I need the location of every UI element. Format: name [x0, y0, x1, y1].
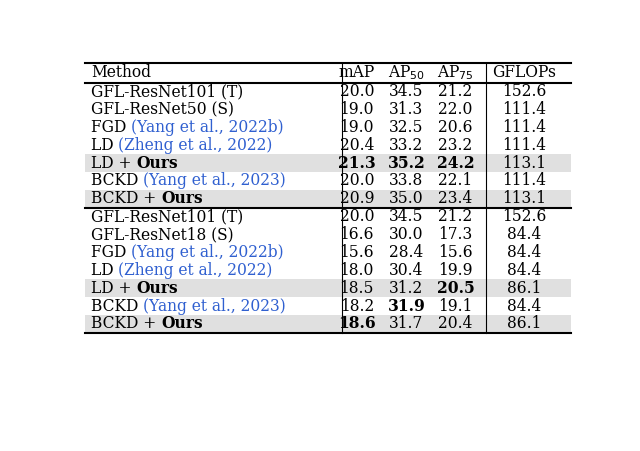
Text: 33.2: 33.2: [389, 137, 424, 154]
Text: 28.4: 28.4: [389, 244, 424, 261]
Text: 20.0: 20.0: [339, 83, 374, 100]
Text: 15.6: 15.6: [438, 244, 473, 261]
Text: 18.6: 18.6: [338, 316, 376, 332]
Text: 152.6: 152.6: [502, 83, 546, 100]
Text: 22.0: 22.0: [438, 101, 473, 118]
Text: GFL-ResNet50 (S): GFL-ResNet50 (S): [91, 101, 234, 118]
Text: Method: Method: [91, 64, 151, 81]
Text: 111.4: 111.4: [502, 172, 546, 189]
Text: FGD: FGD: [91, 244, 131, 261]
Text: 18.5: 18.5: [339, 280, 374, 297]
Text: 33.8: 33.8: [389, 172, 424, 189]
Text: LD: LD: [91, 262, 118, 279]
Text: 113.1: 113.1: [502, 190, 546, 207]
Text: 18.2: 18.2: [340, 298, 374, 315]
Text: 31.2: 31.2: [389, 280, 424, 297]
Text: 19.9: 19.9: [438, 262, 473, 279]
Text: AP$_{50}$: AP$_{50}$: [388, 63, 425, 82]
Text: 32.5: 32.5: [389, 119, 424, 136]
Text: 31.3: 31.3: [389, 101, 424, 118]
Text: 86.1: 86.1: [507, 316, 541, 332]
Text: 84.4: 84.4: [507, 298, 541, 315]
Text: 152.6: 152.6: [502, 208, 546, 225]
Bar: [85, 279, 571, 297]
Bar: [85, 190, 571, 208]
Text: GFL-ResNet101 (T): GFL-ResNet101 (T): [91, 208, 243, 225]
Text: 21.2: 21.2: [438, 208, 472, 225]
Text: (Yang et al., 2022b): (Yang et al., 2022b): [131, 119, 284, 136]
Text: Ours: Ours: [161, 190, 203, 207]
Bar: [85, 154, 571, 172]
Text: 20.6: 20.6: [438, 119, 473, 136]
Text: 19.1: 19.1: [438, 298, 473, 315]
Text: 19.0: 19.0: [339, 119, 374, 136]
Text: 20.0: 20.0: [339, 208, 374, 225]
Text: 21.3: 21.3: [338, 155, 376, 171]
Text: 30.4: 30.4: [389, 262, 424, 279]
Text: 23.4: 23.4: [438, 190, 472, 207]
Text: 21.2: 21.2: [438, 83, 472, 100]
Text: 19.0: 19.0: [339, 101, 374, 118]
Text: BCKD: BCKD: [91, 172, 143, 189]
Text: 111.4: 111.4: [502, 119, 546, 136]
Text: 111.4: 111.4: [502, 101, 546, 118]
Text: 84.4: 84.4: [507, 226, 541, 243]
Text: 16.6: 16.6: [339, 226, 374, 243]
Text: 17.3: 17.3: [438, 226, 472, 243]
Text: GFLOPs: GFLOPs: [492, 64, 556, 81]
Text: 22.1: 22.1: [438, 172, 472, 189]
Text: 15.6: 15.6: [339, 244, 374, 261]
Text: 20.9: 20.9: [339, 190, 374, 207]
Text: mAP: mAP: [339, 64, 375, 81]
Bar: [85, 315, 571, 333]
Text: FGD: FGD: [91, 119, 131, 136]
Text: LD: LD: [91, 137, 118, 154]
Text: GFL-ResNet18 (S): GFL-ResNet18 (S): [91, 226, 234, 243]
Text: GFL-ResNet101 (T): GFL-ResNet101 (T): [91, 83, 243, 100]
Text: 24.2: 24.2: [436, 155, 474, 171]
Text: 20.5: 20.5: [436, 280, 474, 297]
Text: (Yang et al., 2023): (Yang et al., 2023): [143, 172, 286, 189]
Text: Ours: Ours: [136, 155, 178, 171]
Text: 34.5: 34.5: [389, 208, 424, 225]
Text: (Zheng et al., 2022): (Zheng et al., 2022): [118, 137, 273, 154]
Text: 35.2: 35.2: [387, 155, 425, 171]
Text: BCKD: BCKD: [91, 298, 143, 315]
Text: 31.7: 31.7: [389, 316, 424, 332]
Text: 84.4: 84.4: [507, 262, 541, 279]
Text: 31.9: 31.9: [387, 298, 426, 315]
Text: Ours: Ours: [161, 316, 203, 332]
Text: 84.4: 84.4: [507, 244, 541, 261]
Text: 18.0: 18.0: [340, 262, 374, 279]
Text: 86.1: 86.1: [507, 280, 541, 297]
Text: BCKD +: BCKD +: [91, 190, 161, 207]
Text: 111.4: 111.4: [502, 137, 546, 154]
Text: 30.0: 30.0: [389, 226, 424, 243]
Text: (Yang et al., 2022b): (Yang et al., 2022b): [131, 244, 284, 261]
Text: 113.1: 113.1: [502, 155, 546, 171]
Text: LD +: LD +: [91, 155, 136, 171]
Text: 23.2: 23.2: [438, 137, 472, 154]
Text: AP$_{75}$: AP$_{75}$: [437, 63, 474, 82]
Text: 20.0: 20.0: [339, 172, 374, 189]
Text: 34.5: 34.5: [389, 83, 424, 100]
Text: 35.0: 35.0: [389, 190, 424, 207]
Text: Ours: Ours: [136, 280, 178, 297]
Text: 20.4: 20.4: [438, 316, 473, 332]
Text: LD +: LD +: [91, 280, 136, 297]
Text: BCKD +: BCKD +: [91, 316, 161, 332]
Text: 20.4: 20.4: [340, 137, 374, 154]
Text: (Zheng et al., 2022): (Zheng et al., 2022): [118, 262, 273, 279]
Text: (Yang et al., 2023): (Yang et al., 2023): [143, 298, 286, 315]
